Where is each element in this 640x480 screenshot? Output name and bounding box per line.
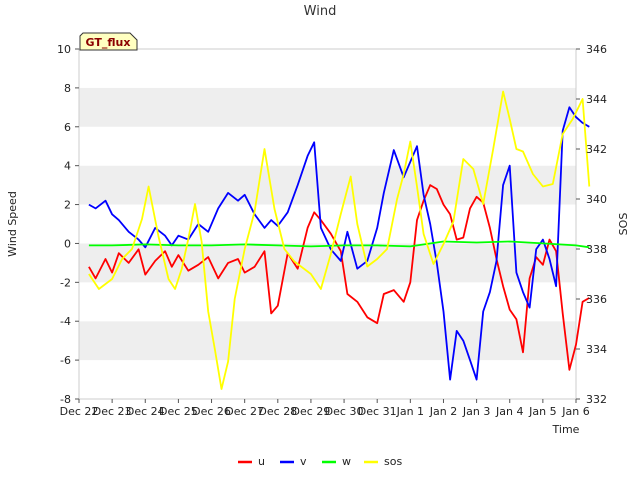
y-left-tick-label: 4 [64,160,71,173]
x-tick-label: Jan 3 [462,405,490,418]
legend: u v w sos [238,455,402,468]
y-right-tick-label: 336 [586,293,607,306]
grid-band [79,282,576,322]
grid-bands [79,49,576,399]
series-line-u [88,184,590,371]
x-tick-label: Dec 27 [225,405,264,418]
y-axis-label-left: Wind Speed [6,191,19,257]
x-tick-label: Jan 6 [561,405,589,418]
plot-frame [78,48,577,400]
y-axis-label-right: SOS [617,213,630,236]
y-left-tick-label: 6 [64,121,71,134]
x-tick-label: Dec 22 [60,405,99,418]
x-tick-label: Dec 23 [93,405,132,418]
y-right-tick-label: 344 [586,93,607,106]
x-tick-label: Jan 1 [396,405,424,418]
y-left-tick-labels: -8 -6 -4 -2 0 2 4 6 8 10 [57,43,79,406]
y-left-tick-label: 8 [64,82,71,95]
x-tick-label: Jan 2 [429,405,457,418]
y-right-tick-label: 332 [586,393,607,406]
grid-band [79,49,576,88]
x-axis-label: Time [552,423,580,436]
y-left-tick-label: 10 [57,43,71,56]
y-left-tick-label: -2 [60,276,71,289]
legend-label-sos: sos [384,455,402,468]
chart-title: Wind [304,4,337,19]
y-right-tick-label: 334 [586,343,607,356]
y-left-tick-label: 0 [64,237,71,250]
x-tick-label: Dec 24 [126,405,165,418]
y-right-tick-label: 340 [586,193,607,206]
x-tick-label: Jan 4 [495,405,523,418]
x-tick-label: Dec 26 [192,405,231,418]
y-left-tick-label: -6 [60,354,71,367]
x-tick-label: Dec 30 [325,405,364,418]
y-left-tick-label: -4 [60,315,71,328]
series-line-sos [88,90,591,390]
y-right-tick-label: 346 [586,43,607,56]
series-line-v [88,106,590,381]
grid-band [79,165,576,205]
x-tick-label: Dec 25 [159,405,198,418]
x-tick-label: Jan 5 [528,405,556,418]
grid-band [79,360,576,399]
y-left-tick-label: -8 [60,393,71,406]
y-right-tick-labels: 332 334 336 338 340 342 344 346 [576,43,607,406]
series-layer [88,90,591,390]
x-tick-label: Dec 31 [358,405,397,418]
legend-label-v: v [300,455,307,468]
grid-band [79,321,576,361]
grid-band [79,126,576,166]
x-tick-label: Dec 29 [292,405,331,418]
y-right-tick-label: 342 [586,143,607,156]
grid-band [79,204,576,244]
site-label-box: GT_flux [79,32,138,51]
legend-label-u: u [258,455,265,468]
grid-band [79,87,576,127]
site-label: GT_flux [86,36,131,49]
y-left-tick-label: 2 [64,199,71,212]
series-line-w [88,240,590,249]
x-tick-label: Dec 28 [258,405,297,418]
legend-label-w: w [342,455,351,468]
y-right-tick-label: 338 [586,243,607,256]
